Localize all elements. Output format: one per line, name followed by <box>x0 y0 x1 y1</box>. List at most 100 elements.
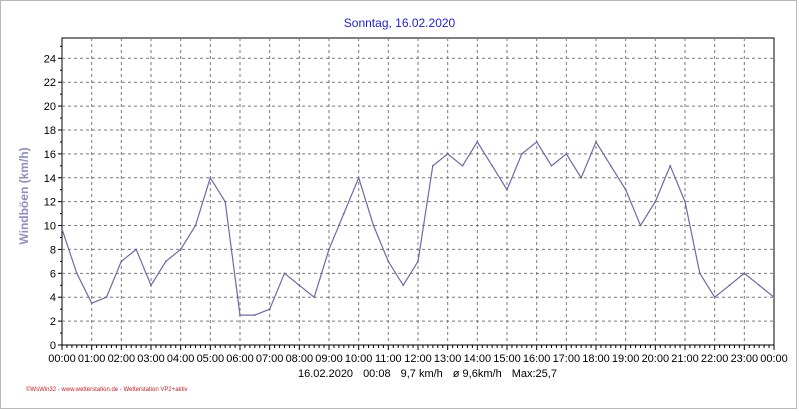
series-layer <box>61 140 775 316</box>
y-tick-label: 20 <box>44 101 56 113</box>
series-point <box>224 200 227 203</box>
series-point <box>550 164 553 167</box>
series-point <box>313 296 316 299</box>
grid-layer <box>61 37 775 346</box>
y-tick-label: 12 <box>44 197 56 209</box>
x-tick-label: 10:00 <box>345 353 373 365</box>
y-tick-label: 18 <box>44 125 56 137</box>
y-tick-label: 10 <box>44 221 56 233</box>
series-point <box>268 308 271 311</box>
series-point <box>431 164 434 167</box>
series-point <box>120 260 123 263</box>
series-point <box>684 200 686 203</box>
x-tick-label: 01:00 <box>78 353 106 365</box>
series-point <box>209 176 212 179</box>
series-point <box>639 224 642 227</box>
x-tick-label: 04:00 <box>167 353 195 365</box>
series-point <box>194 224 197 227</box>
series-point <box>565 153 568 155</box>
x-tick-label: 20:00 <box>642 353 670 365</box>
y-tick-label: 8 <box>50 244 56 256</box>
x-tick-label: 16:00 <box>523 353 551 365</box>
series-point <box>283 272 286 275</box>
series-point <box>105 296 108 299</box>
y-tick-label: 4 <box>50 292 56 304</box>
series-point <box>728 284 731 287</box>
series-point <box>61 228 63 231</box>
series-point <box>164 260 167 263</box>
status-line: 16.02.2020 00:08 9,7 km/h ø 9,6km/h Max:25,7 <box>298 368 567 380</box>
series-point <box>179 248 182 251</box>
x-tick-label: 19:00 <box>612 353 640 365</box>
series-point <box>75 272 78 275</box>
series-point <box>654 200 657 203</box>
y-tick-label: 14 <box>44 173 56 185</box>
footer-credit: ©WsWin32 - www.wetterstation.de - Wetter… <box>26 387 188 393</box>
series-point <box>743 272 746 275</box>
series-point <box>402 284 405 287</box>
x-tick-label: 22:00 <box>701 353 729 365</box>
series-point <box>90 302 93 305</box>
series-point <box>580 176 583 179</box>
x-tick-label: 03:00 <box>137 353 165 365</box>
x-tick-label: 18:00 <box>582 353 610 365</box>
series-line-windgusts <box>61 140 775 316</box>
x-tick-label: 00:00 <box>760 353 788 365</box>
series-point <box>535 141 538 143</box>
tick-layer <box>58 45 775 350</box>
series-point <box>758 284 761 287</box>
series-point <box>624 188 627 191</box>
y-tick-label: 16 <box>44 149 56 161</box>
series-point <box>357 176 360 179</box>
x-tick-label: 11:00 <box>375 353 402 365</box>
x-tick-label: 21:00 <box>671 353 699 365</box>
series-point <box>698 272 701 275</box>
x-tick-label: 15:00 <box>493 353 521 365</box>
x-tick-label: 23:00 <box>731 353 759 365</box>
series-point <box>491 164 494 167</box>
x-tick-label: 08:00 <box>286 353 314 365</box>
status-date: 16.02.2020 <box>298 368 354 380</box>
x-tick-label: 05:00 <box>197 353 225 365</box>
y-tick-label: 24 <box>44 53 56 65</box>
series-point <box>446 153 449 155</box>
series-point <box>476 141 479 143</box>
series-point <box>461 164 464 167</box>
y-tick-label: 2 <box>50 316 56 328</box>
status-max: Max:25,7 <box>511 368 557 380</box>
series-point <box>417 260 419 263</box>
status-time: 00:08 <box>363 368 391 380</box>
series-point <box>387 260 390 263</box>
series-point <box>595 141 597 143</box>
chart-title: Sonntag, 16.02.2020 <box>343 16 456 30</box>
series-point <box>609 164 612 167</box>
y-tick-label: 22 <box>44 77 56 89</box>
series-point <box>372 224 375 227</box>
x-tick-label: 13:00 <box>434 353 462 365</box>
x-tick-label: 17:00 <box>553 353 581 365</box>
series-point <box>669 164 672 167</box>
series-point <box>713 296 716 299</box>
series-point <box>253 314 256 316</box>
x-tick-label: 07:00 <box>256 353 284 365</box>
series-point <box>135 248 138 251</box>
y-tick-label: 0 <box>50 340 56 352</box>
series-point <box>328 248 330 251</box>
x-tick-label: 06:00 <box>226 353 254 365</box>
x-tick-label: 02:00 <box>108 353 136 365</box>
series-point <box>773 296 775 299</box>
series-point <box>506 188 508 191</box>
x-tick-label: 12:00 <box>404 353 432 365</box>
series-point <box>298 284 301 287</box>
status-average: ø 9,6km/h <box>452 368 502 380</box>
series-point <box>342 212 345 215</box>
x-tick-label: 14:00 <box>464 353 492 365</box>
series-point <box>150 284 152 287</box>
x-tick-label: 09:00 <box>315 353 343 365</box>
y-tick-label: 6 <box>50 268 56 280</box>
series-point <box>239 314 241 316</box>
series-point <box>520 153 523 155</box>
